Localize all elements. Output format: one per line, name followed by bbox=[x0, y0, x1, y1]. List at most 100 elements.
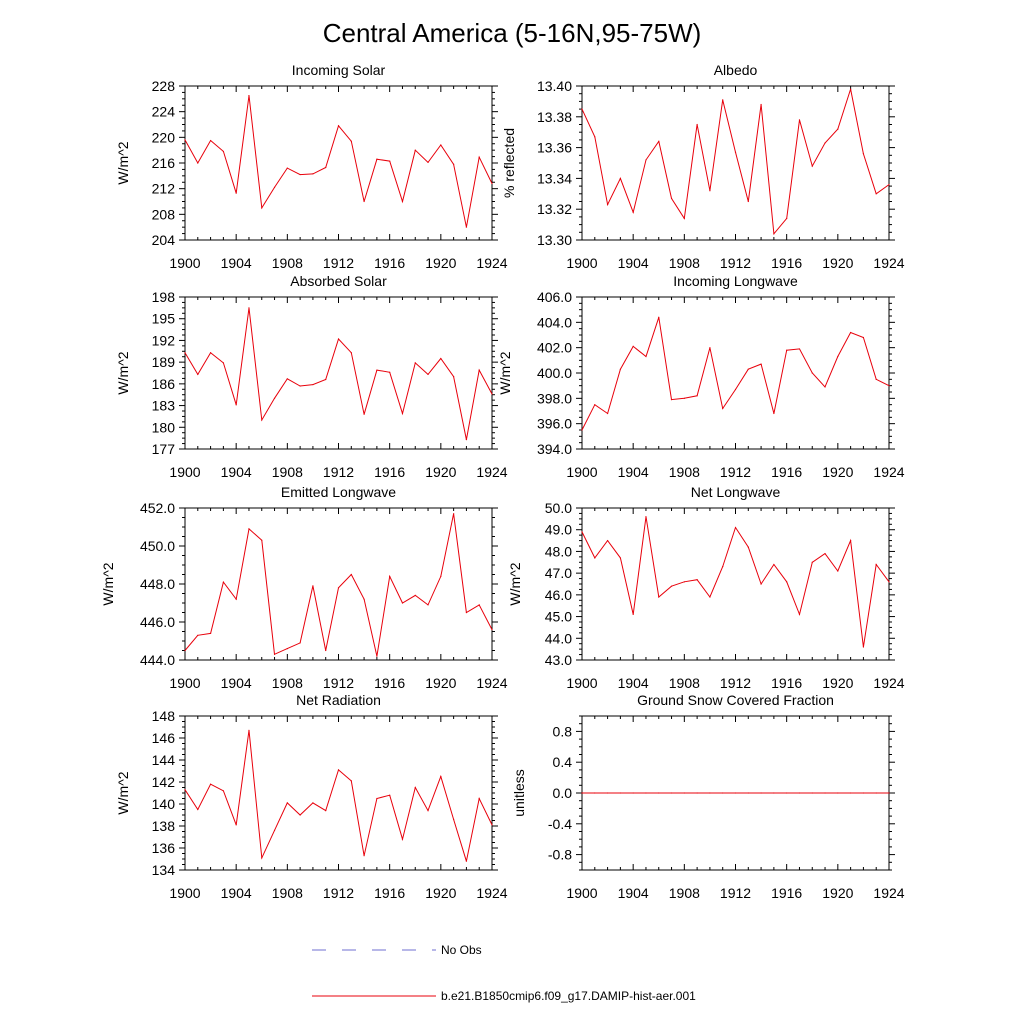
plot-frame bbox=[184, 296, 493, 450]
x-tick-label: 1912 bbox=[323, 255, 354, 271]
data-point bbox=[773, 563, 775, 566]
data-point bbox=[389, 794, 391, 796]
data-point bbox=[363, 200, 365, 203]
x-tick-label: 1912 bbox=[323, 464, 354, 480]
data-point bbox=[722, 99, 724, 101]
x-tick-label: 1900 bbox=[566, 885, 597, 901]
data-point bbox=[696, 395, 698, 397]
data-point bbox=[875, 193, 877, 195]
panel-title: Net Longwave bbox=[691, 484, 781, 500]
data-point bbox=[184, 789, 186, 791]
data-point bbox=[440, 144, 442, 146]
data-point bbox=[273, 186, 276, 188]
data-point bbox=[209, 632, 212, 635]
plot-frame bbox=[184, 85, 493, 241]
panel-6: Net Longwave 1900 1904 1908 1912 1916 1920 1924… bbox=[507, 484, 905, 691]
data-point bbox=[491, 629, 493, 631]
data-point bbox=[670, 399, 673, 401]
data-point bbox=[747, 546, 749, 548]
series-line bbox=[184, 730, 493, 862]
data-point bbox=[581, 531, 583, 533]
data-point bbox=[594, 404, 596, 406]
y-tick-label: 48.0 bbox=[545, 543, 572, 559]
x-tick-label: 1924 bbox=[476, 464, 507, 480]
data-point bbox=[837, 355, 839, 358]
x-tick-label: 1912 bbox=[323, 885, 354, 901]
x-tick-label: 1912 bbox=[720, 675, 751, 691]
y-tick-label: -0.4 bbox=[548, 816, 572, 832]
x-tick-label: 1904 bbox=[221, 464, 252, 480]
data-point bbox=[376, 797, 378, 800]
panel-title: Net Radiation bbox=[296, 692, 381, 708]
data-point bbox=[389, 371, 391, 373]
y-axis-label: W/m^2 bbox=[497, 351, 513, 394]
data-point bbox=[632, 792, 634, 794]
y-axis-label: W/m^2 bbox=[100, 562, 116, 605]
data-point bbox=[594, 557, 596, 559]
y-tick-label: 144 bbox=[152, 752, 176, 768]
data-point bbox=[747, 368, 749, 370]
data-point bbox=[773, 412, 775, 415]
y-tick-label: 189 bbox=[152, 354, 176, 370]
y-tick-label: 49.0 bbox=[545, 522, 572, 538]
data-point bbox=[632, 211, 634, 213]
panel-title: Albedo bbox=[714, 62, 758, 78]
y-tick-label: 400.0 bbox=[537, 365, 572, 381]
y-tick-label: 204 bbox=[152, 232, 176, 248]
data-point bbox=[888, 183, 890, 186]
data-point bbox=[299, 814, 301, 816]
data-point bbox=[606, 539, 609, 542]
data-point bbox=[453, 376, 455, 378]
data-point bbox=[709, 347, 711, 349]
data-point bbox=[850, 331, 852, 334]
data-point bbox=[312, 802, 314, 804]
data-point bbox=[645, 159, 647, 161]
y-tick-label: 446.0 bbox=[140, 614, 175, 630]
data-point bbox=[248, 95, 250, 97]
data-point bbox=[811, 372, 813, 374]
data-point bbox=[658, 792, 660, 794]
data-point bbox=[325, 166, 327, 169]
y-tick-label: 180 bbox=[152, 419, 176, 435]
y-tick-label: 50.0 bbox=[545, 500, 572, 516]
data-point bbox=[683, 792, 685, 794]
data-point bbox=[286, 378, 288, 380]
data-point bbox=[401, 200, 404, 203]
data-point bbox=[837, 792, 839, 794]
data-point bbox=[465, 860, 468, 862]
data-point bbox=[606, 412, 609, 415]
x-tick-label: 1916 bbox=[374, 255, 405, 271]
data-point bbox=[440, 575, 442, 578]
data-point bbox=[594, 792, 596, 794]
data-point bbox=[299, 173, 301, 176]
y-tick-label: 146 bbox=[152, 730, 176, 746]
series-line bbox=[184, 513, 493, 657]
data-point bbox=[619, 368, 621, 370]
series-line bbox=[581, 516, 890, 648]
data-point bbox=[734, 526, 737, 529]
data-point bbox=[261, 419, 263, 421]
y-tick-label: -0.8 bbox=[548, 847, 572, 863]
data-point bbox=[414, 149, 416, 151]
data-point bbox=[888, 581, 890, 583]
data-point bbox=[683, 397, 685, 399]
data-point bbox=[273, 397, 276, 399]
x-tick-label: 1908 bbox=[272, 885, 303, 901]
data-point bbox=[184, 139, 186, 141]
x-tick-label: 1904 bbox=[618, 675, 649, 691]
panels: Incoming Solar 1900 1904 1908 1912 1916 1920 19… bbox=[100, 62, 905, 901]
x-tick-label: 1908 bbox=[669, 464, 700, 480]
data-point bbox=[824, 142, 826, 144]
data-point bbox=[350, 573, 352, 576]
x-tick-label: 1904 bbox=[221, 675, 252, 691]
data-point bbox=[414, 594, 416, 597]
x-tick-label: 1920 bbox=[425, 675, 456, 691]
data-point bbox=[453, 163, 455, 165]
data-point bbox=[337, 769, 340, 771]
y-tick-label: 224 bbox=[152, 104, 176, 120]
data-point bbox=[798, 348, 801, 350]
data-point bbox=[786, 792, 788, 794]
data-point bbox=[606, 203, 609, 206]
x-tick-label: 1908 bbox=[669, 675, 700, 691]
data-point bbox=[594, 136, 596, 138]
